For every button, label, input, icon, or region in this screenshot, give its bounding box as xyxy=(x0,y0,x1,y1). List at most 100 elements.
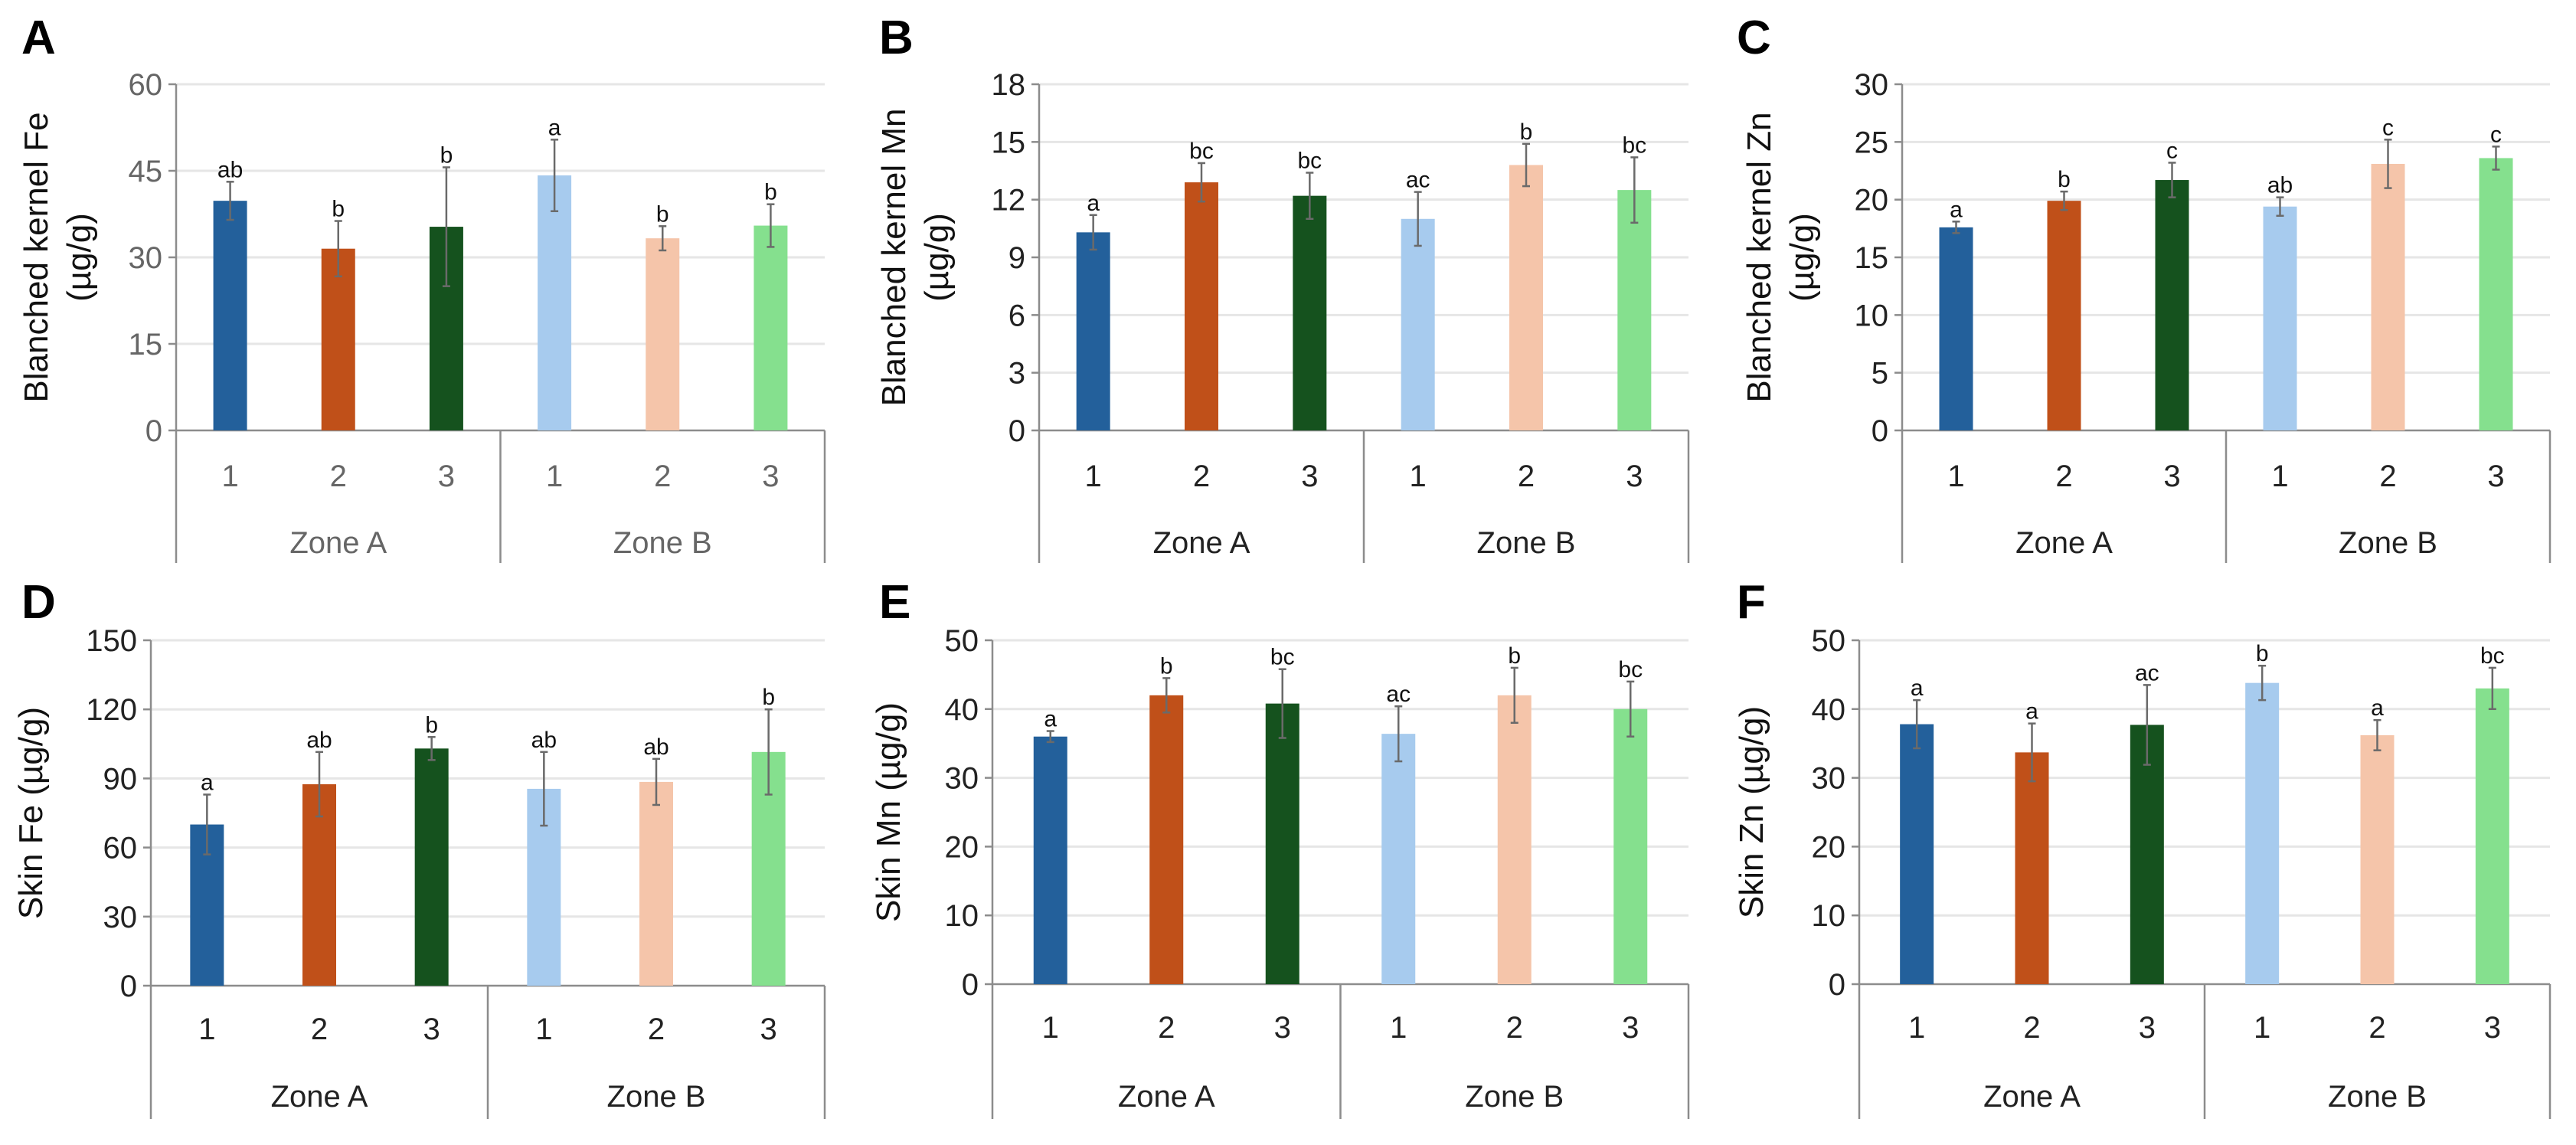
significance-letter: ab xyxy=(531,728,557,753)
y-tick-label: 150 xyxy=(86,624,137,658)
x-tick-label: 2 xyxy=(648,1013,665,1046)
significance-letter: b xyxy=(2256,641,2269,666)
bar xyxy=(1293,195,1327,430)
y-tick-label: 30 xyxy=(945,762,979,796)
y-tick-label: 30 xyxy=(129,241,163,275)
x-tick-label: 1 xyxy=(535,1013,552,1046)
bar xyxy=(2263,206,2297,430)
significance-letter: b xyxy=(656,201,669,227)
y-tick-label: 10 xyxy=(945,899,979,933)
panel-letter: E xyxy=(879,576,910,629)
x-tick-label: 1 xyxy=(1410,460,1427,493)
bar xyxy=(2245,682,2280,984)
x-tick-label: 3 xyxy=(762,460,779,493)
x-tick-label: 1 xyxy=(1947,460,1964,493)
x-tick-label: 3 xyxy=(423,1013,440,1046)
x-tick-label: 1 xyxy=(198,1013,215,1046)
bar xyxy=(1149,695,1184,984)
panel-letter: B xyxy=(879,11,914,64)
x-tick-label: 2 xyxy=(330,460,347,493)
x-tick-label: 3 xyxy=(2487,460,2504,493)
significance-letter: a xyxy=(2371,695,2384,721)
significance-letter: bc xyxy=(1622,132,1646,158)
y-tick-label: 15 xyxy=(129,328,163,361)
y-tick-label: 90 xyxy=(103,762,138,796)
significance-letter: b xyxy=(425,712,438,738)
significance-letter: ac xyxy=(1406,168,1430,193)
y-tick-label: 0 xyxy=(1829,968,1845,1002)
group-label: Zone A xyxy=(2015,526,2113,560)
y-tick-label: 3 xyxy=(1008,357,1025,391)
y-tick-label: 30 xyxy=(103,901,138,934)
bar xyxy=(1076,232,1110,430)
bar xyxy=(2015,752,2049,984)
x-tick-label: 3 xyxy=(1622,1011,1639,1045)
y-tick-label: 45 xyxy=(129,155,163,188)
y-axis-label: Skin Fe (µg/g) xyxy=(12,707,50,919)
group-label: Zone A xyxy=(1983,1080,2081,1114)
x-tick-label: 2 xyxy=(1158,1011,1175,1045)
x-tick-label: 3 xyxy=(760,1013,777,1046)
significance-letter: b xyxy=(1508,643,1521,669)
bar xyxy=(1033,736,1067,984)
y-tick-label: 20 xyxy=(945,830,979,864)
significance-letter: ab xyxy=(643,734,669,760)
bar xyxy=(1185,182,1218,431)
y-axis-label: (µg/g) xyxy=(918,213,956,302)
significance-letter: a xyxy=(2025,699,2038,725)
panel-letter: D xyxy=(21,576,56,629)
y-tick-label: 12 xyxy=(992,184,1026,218)
significance-letter: b xyxy=(762,685,775,710)
x-tick-label: 1 xyxy=(1085,460,1102,493)
significance-letter: a xyxy=(201,770,214,795)
x-tick-label: 3 xyxy=(2163,460,2180,493)
x-tick-label: 2 xyxy=(311,1013,328,1046)
y-tick-label: 5 xyxy=(1872,357,1888,391)
bar xyxy=(2371,163,2405,430)
x-tick-label: 2 xyxy=(1518,460,1535,493)
x-tick-label: 1 xyxy=(221,460,238,493)
panel-letter: A xyxy=(21,11,56,64)
bar xyxy=(1939,227,1973,430)
group-label: Zone B xyxy=(2339,526,2437,560)
y-tick-label: 50 xyxy=(945,624,979,658)
significance-letter: ab xyxy=(217,157,243,182)
significance-letter: ac xyxy=(1386,682,1411,707)
bar xyxy=(639,781,673,986)
bar xyxy=(754,225,788,430)
bar xyxy=(1509,165,1543,430)
x-tick-label: 2 xyxy=(1506,1011,1523,1045)
y-tick-label: 0 xyxy=(145,414,162,448)
y-axis-label: Blanched kernel Zn xyxy=(1741,112,1778,402)
y-tick-label: 15 xyxy=(992,126,1026,159)
significance-letter: b xyxy=(332,197,345,222)
y-tick-label: 40 xyxy=(1812,693,1846,727)
y-axis-label: Blanched kernel Mn xyxy=(875,109,913,407)
group-label: Zone A xyxy=(271,1080,368,1114)
y-tick-label: 120 xyxy=(86,693,137,727)
group-label: Zone B xyxy=(1477,526,1576,560)
group-label: Zone A xyxy=(1118,1080,1215,1114)
significance-letter: a xyxy=(548,115,561,140)
y-tick-label: 0 xyxy=(1008,414,1025,448)
x-tick-label: 1 xyxy=(1908,1011,1925,1045)
y-tick-label: 9 xyxy=(1008,241,1025,275)
bar xyxy=(2475,688,2509,984)
significance-letter: ab xyxy=(306,728,332,753)
x-tick-label: 1 xyxy=(1042,1011,1059,1045)
bar xyxy=(1265,703,1299,984)
x-tick-label: 3 xyxy=(1301,460,1318,493)
significance-letter: a xyxy=(1911,676,1924,701)
x-tick-label: 3 xyxy=(1626,460,1643,493)
y-tick-label: 10 xyxy=(1812,899,1846,933)
significance-letter: bc xyxy=(1618,657,1643,682)
significance-letter: bc xyxy=(1270,645,1295,670)
significance-letter: b xyxy=(2058,167,2071,192)
significance-letter: a xyxy=(1044,707,1057,732)
group-label: Zone B xyxy=(2328,1080,2427,1114)
significance-letter: b xyxy=(764,180,777,205)
panel-f: F Skin Zn (µg/g) 0 10 20 30 40 50 a 1 a 2 ac 3 b 1 a 2 bc 3… xyxy=(1733,576,2551,1119)
y-axis-label: (µg/g) xyxy=(60,213,98,302)
